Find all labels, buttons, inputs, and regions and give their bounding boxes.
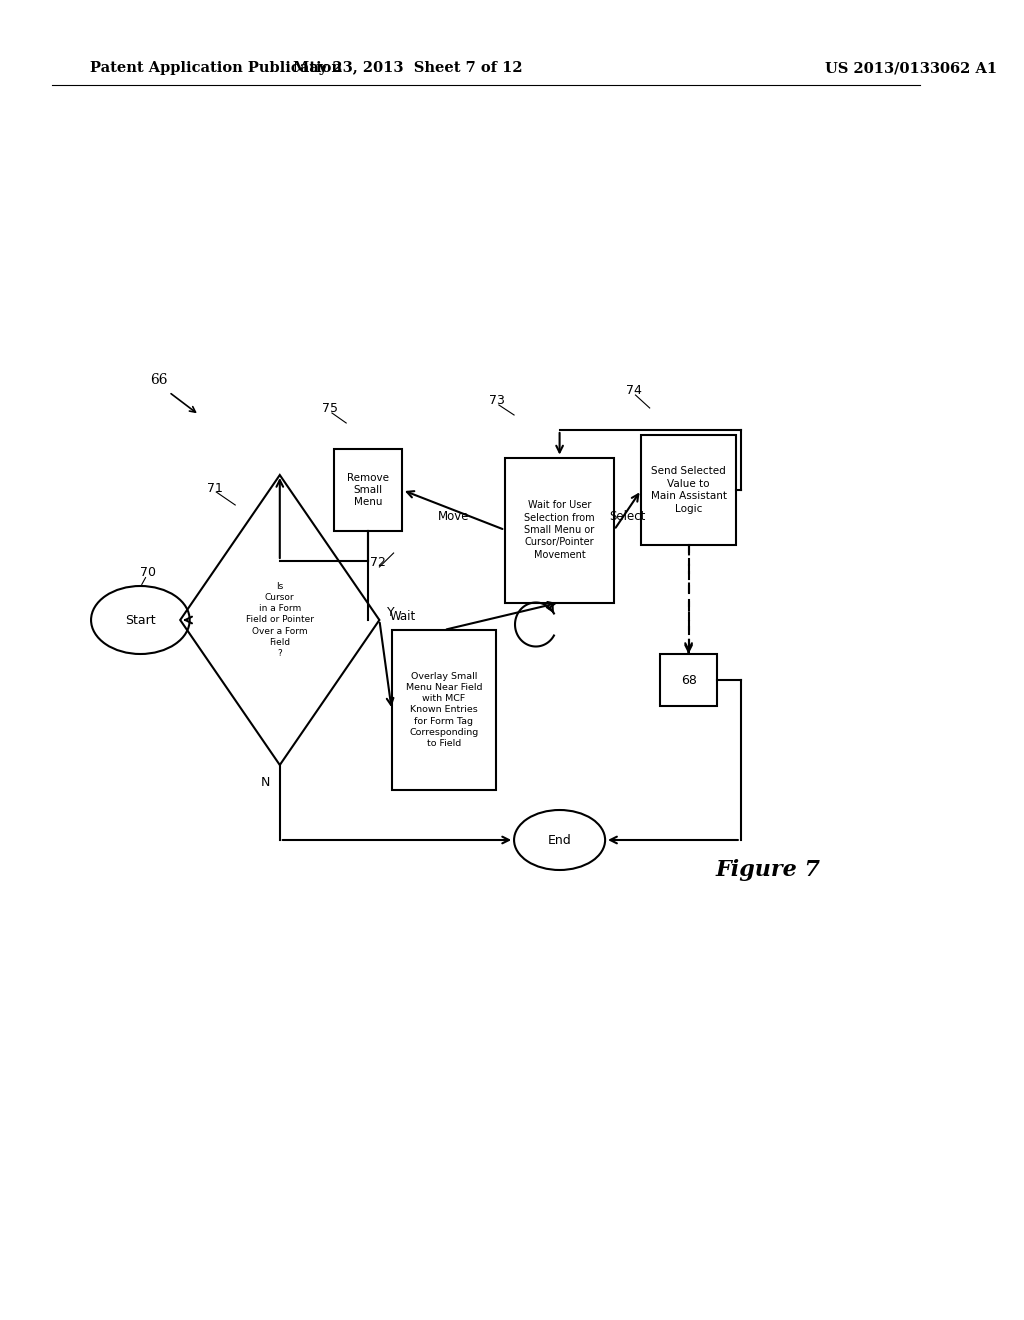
Bar bbox=[334, 449, 402, 531]
Text: Patent Application Publication: Patent Application Publication bbox=[90, 61, 342, 75]
Text: 74: 74 bbox=[626, 384, 642, 396]
Text: Send Selected
Value to
Main Assistant
Logic: Send Selected Value to Main Assistant Lo… bbox=[650, 466, 727, 513]
Bar bbox=[660, 653, 717, 706]
Text: Move: Move bbox=[438, 510, 469, 523]
Text: Wait for User
Selection from
Small Menu or
Cursor/Pointer
Movement: Wait for User Selection from Small Menu … bbox=[524, 500, 595, 560]
Text: End: End bbox=[548, 833, 571, 846]
Bar bbox=[505, 458, 614, 602]
Text: Start: Start bbox=[125, 614, 156, 627]
Text: Wait: Wait bbox=[389, 610, 416, 623]
Bar bbox=[392, 630, 496, 789]
Text: Remove
Small
Menu: Remove Small Menu bbox=[347, 473, 389, 507]
Text: 66: 66 bbox=[150, 374, 167, 387]
Text: May 23, 2013  Sheet 7 of 12: May 23, 2013 Sheet 7 of 12 bbox=[293, 61, 522, 75]
Text: Figure 7: Figure 7 bbox=[716, 859, 821, 880]
Text: Select: Select bbox=[609, 510, 646, 523]
Text: Is
Cursor
in a Form
Field or Pointer
Over a Form
Field
?: Is Cursor in a Form Field or Pointer Ove… bbox=[246, 582, 313, 657]
Bar bbox=[641, 436, 736, 545]
Text: N: N bbox=[261, 776, 270, 789]
Text: 70: 70 bbox=[140, 565, 157, 578]
Text: 72: 72 bbox=[370, 556, 386, 569]
Text: US 2013/0133062 A1: US 2013/0133062 A1 bbox=[825, 61, 997, 75]
Text: 68: 68 bbox=[681, 673, 696, 686]
Text: Overlay Small
Menu Near Field
with MCF
Known Entries
for Form Tag
Corresponding
: Overlay Small Menu Near Field with MCF K… bbox=[406, 672, 482, 748]
Text: 73: 73 bbox=[489, 393, 505, 407]
Text: Y: Y bbox=[387, 606, 394, 619]
Text: 71: 71 bbox=[207, 482, 222, 495]
Text: 75: 75 bbox=[323, 401, 339, 414]
